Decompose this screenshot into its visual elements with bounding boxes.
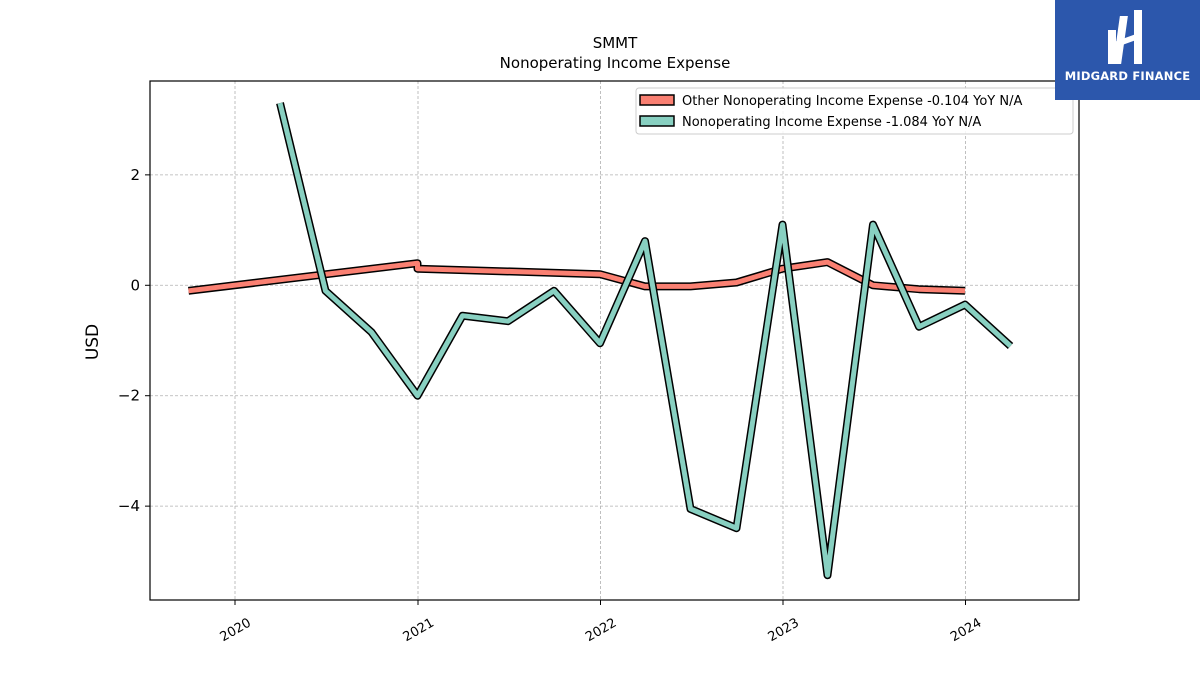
y-axis-label: USD xyxy=(83,324,103,360)
y-tick-label: −4 xyxy=(118,497,140,515)
legend-label-1: Nonoperating Income Expense -1.084 YoY N… xyxy=(682,115,981,130)
legend: Other Nonoperating Income Expense -0.104… xyxy=(635,87,1074,135)
plot-frame xyxy=(149,80,1080,601)
legend-label-0: Other Nonoperating Income Expense -0.104… xyxy=(682,94,1022,109)
x-tick-label: 2020 xyxy=(218,616,254,646)
gridlines xyxy=(150,81,1079,600)
midgard-logo-icon xyxy=(1108,10,1142,64)
y-axis-ticks: 2 0 −2 −4 xyxy=(118,166,150,515)
y-tick-label: 2 xyxy=(130,166,140,184)
logo-text: MIDGARD FINANCE xyxy=(1064,69,1191,83)
legend-swatch-1 xyxy=(639,115,675,127)
midgard-finance-logo: MIDGARD FINANCE xyxy=(1055,0,1200,100)
y-tick-label: 0 xyxy=(130,276,140,294)
chart-subtitle: Nonoperating Income Expense xyxy=(500,54,731,72)
x-tick-label: 2021 xyxy=(401,616,437,646)
series-outline-1 xyxy=(276,102,1014,580)
series-layer xyxy=(188,102,1014,580)
chart-title: SMMT xyxy=(593,34,638,52)
x-axis-ticks: 2020 2021 2022 2023 2024 xyxy=(218,600,984,646)
x-tick-label: 2023 xyxy=(766,616,802,646)
legend-box xyxy=(635,87,1074,135)
x-tick-label: 2024 xyxy=(948,616,984,646)
legend-swatch-0 xyxy=(639,94,675,106)
series-line-0 xyxy=(188,259,966,294)
series-line-1 xyxy=(277,102,1013,578)
x-tick-label: 2022 xyxy=(583,616,619,646)
y-tick-label: −2 xyxy=(118,387,140,405)
